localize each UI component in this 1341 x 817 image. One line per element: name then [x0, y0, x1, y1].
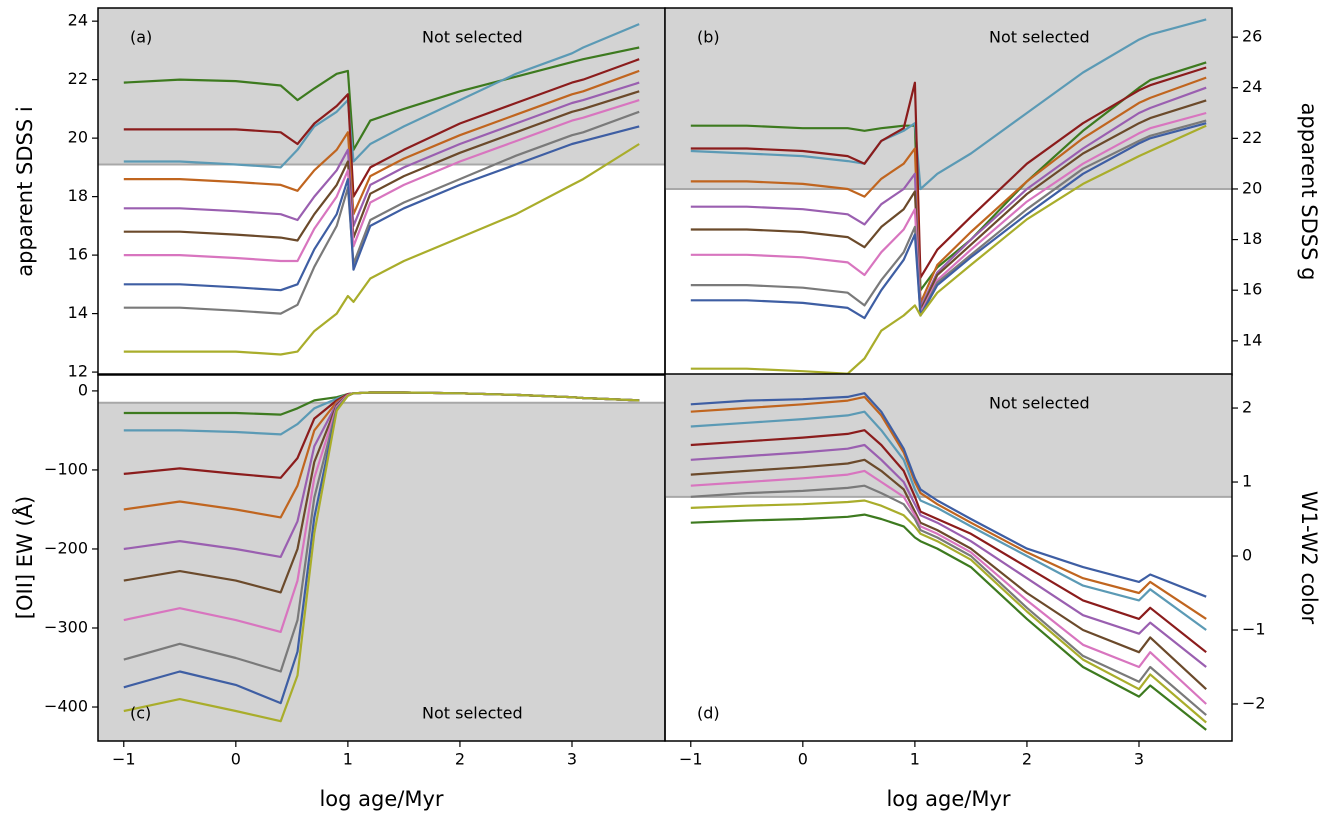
series-line	[123, 125, 640, 292]
panel-label: (c)	[130, 704, 151, 723]
x-tick-label: 2	[1022, 750, 1032, 769]
series-line	[123, 58, 640, 198]
series-line	[690, 499, 1207, 724]
series-line	[123, 143, 640, 356]
y-tick-label: 22	[68, 69, 88, 88]
panel-label: (a)	[130, 28, 152, 47]
y-tick-label: 18	[1242, 229, 1262, 248]
panel-label: (d)	[697, 704, 720, 723]
series-line	[690, 395, 1207, 620]
y-tick-label: 20	[1242, 178, 1262, 197]
y-tick-label: 24	[1242, 77, 1262, 96]
y-tick-label: 26	[1242, 27, 1262, 46]
y-tick-label: 1	[1242, 472, 1252, 491]
x-tick-label: −1	[112, 750, 136, 769]
x-tick-label: 2	[455, 750, 465, 769]
series-line	[690, 410, 1207, 631]
y-tick-label: 14	[68, 303, 88, 322]
series-line	[690, 122, 1207, 320]
y-tick-label: 20	[68, 128, 88, 147]
series-line	[690, 513, 1207, 731]
series-line	[690, 429, 1207, 654]
series-line	[690, 458, 1207, 691]
plot-area	[665, 8, 1232, 375]
y-tick-label: 0	[1242, 546, 1252, 565]
x-tick-label: 3	[1134, 750, 1144, 769]
y-axis-label: apparent SDSS g	[1297, 103, 1321, 281]
x-tick-label: 1	[343, 750, 353, 769]
y-axis-label: [OII] EW (Å)	[11, 496, 37, 619]
annotation: Not selected	[989, 394, 1090, 413]
y-tick-label: 12	[68, 362, 88, 381]
plot-area	[98, 8, 665, 356]
x-axis-label: log age/Myr	[886, 787, 1010, 811]
series-line	[123, 46, 640, 151]
y-tick-label: 0	[78, 380, 88, 399]
panel-label: (b)	[697, 28, 720, 47]
annotation: Not selected	[422, 704, 523, 723]
annotation: Not selected	[422, 28, 523, 47]
series-line	[690, 124, 1207, 375]
shade-region	[98, 402, 665, 741]
plot-area	[98, 391, 665, 741]
y-tick-label: 24	[68, 11, 88, 30]
axes-frame	[664, 373, 1233, 742]
x-tick-label: 0	[231, 750, 241, 769]
y-tick-label: −2	[1242, 694, 1266, 713]
series-line	[123, 391, 640, 723]
y-tick-label: −100	[44, 459, 88, 478]
series-line	[690, 484, 1207, 716]
y-tick-label: 16	[1242, 280, 1262, 299]
plot-area	[665, 374, 1232, 731]
y-tick-label: 14	[1242, 330, 1262, 349]
x-tick-label: 0	[798, 750, 808, 769]
y-tick-label: −300	[44, 617, 88, 636]
y-axis-label: W1-W2 color	[1297, 491, 1321, 625]
series-line	[690, 66, 1207, 279]
y-tick-label: 22	[1242, 128, 1262, 147]
x-tick-label: −1	[679, 750, 703, 769]
y-tick-label: −200	[44, 538, 88, 557]
x-tick-label: 3	[567, 750, 577, 769]
y-tick-label: −400	[44, 697, 88, 716]
y-tick-label: 18	[68, 186, 88, 205]
y-axis-label: apparent SDSS i	[13, 106, 37, 276]
shade-region	[665, 8, 1232, 189]
y-tick-label: 16	[68, 245, 88, 264]
x-axis-label: log age/Myr	[319, 787, 443, 811]
y-tick-label: 2	[1242, 398, 1252, 417]
annotation: Not selected	[989, 28, 1090, 47]
series-line	[690, 469, 1207, 705]
y-tick-label: −1	[1242, 620, 1266, 639]
x-tick-label: 1	[910, 750, 920, 769]
series-line	[690, 443, 1207, 668]
series-line	[690, 392, 1207, 598]
shade-region	[665, 374, 1232, 497]
